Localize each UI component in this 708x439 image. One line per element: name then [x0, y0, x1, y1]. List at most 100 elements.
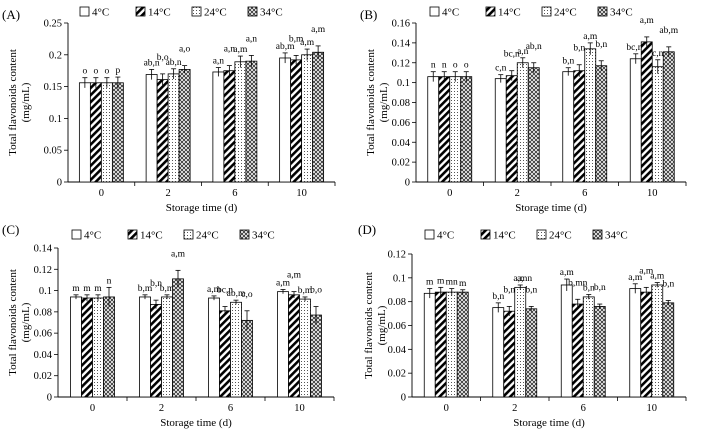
- bar: [516, 62, 529, 183]
- y-axis-label: Total flavonoids content(mg/mL): [7, 49, 32, 156]
- bar: [223, 70, 236, 183]
- significance-label: a,m: [287, 271, 302, 281]
- significance-label: c,n: [495, 64, 507, 74]
- y-tick-label: 0.16: [392, 19, 410, 30]
- bar: [629, 288, 642, 398]
- bar: [111, 82, 124, 183]
- significance-label: b,n: [662, 279, 674, 289]
- panel-label: (B): [360, 7, 377, 22]
- y-tick-label: 0.12: [34, 265, 52, 276]
- bar: [70, 296, 82, 398]
- bar: [651, 284, 664, 398]
- y-tick-label: 0.08: [34, 307, 52, 318]
- significance-label: o: [105, 67, 110, 77]
- y-tick-label: 0.02: [392, 158, 410, 169]
- x-tick-label: 6: [582, 188, 587, 199]
- significance-label: bc,n: [504, 50, 520, 60]
- bar: [301, 54, 314, 183]
- x-tick-label: 0: [447, 188, 452, 199]
- significance-label: a,n: [213, 57, 225, 67]
- x-tick-label: 10: [647, 188, 658, 199]
- bar: [277, 291, 289, 398]
- x-tick-label: 6: [581, 403, 586, 414]
- y-tick-label: 0: [405, 178, 410, 189]
- bar: [423, 292, 436, 398]
- bar: [584, 48, 597, 183]
- bar: [288, 294, 300, 398]
- significance-label: b,n: [573, 44, 585, 54]
- significance-label: ab,m: [659, 26, 678, 36]
- significance-label: a,n: [224, 45, 236, 55]
- legend-entry: 34°C: [252, 230, 275, 242]
- bar: [445, 291, 458, 398]
- bar: [662, 51, 675, 183]
- legend-entry: 24°C: [554, 7, 577, 19]
- bar: [505, 75, 518, 183]
- legend-swatch: [480, 229, 491, 240]
- x-tick-label: 0: [99, 188, 104, 199]
- bar: [595, 65, 608, 183]
- y-tick-label: 0.12: [388, 250, 406, 261]
- bar: [279, 57, 292, 183]
- significance-label: a,m: [583, 32, 598, 42]
- significance-label: b,m: [138, 284, 153, 294]
- x-tick-label: 2: [515, 188, 520, 199]
- legend-entry: 14°C: [140, 230, 163, 242]
- bar: [503, 310, 516, 398]
- bar: [103, 296, 115, 398]
- bar: [492, 307, 505, 398]
- y-tick-label: 0.06: [34, 329, 52, 340]
- legend-swatch: [541, 6, 552, 17]
- panel-label: (A): [2, 7, 20, 22]
- bar: [449, 76, 462, 183]
- significance-label: a,m: [276, 279, 291, 289]
- bar: [139, 296, 151, 398]
- legend-swatch: [424, 229, 435, 240]
- significance-label: b,n: [583, 284, 595, 294]
- significance-label: a,m: [628, 273, 643, 283]
- legend-swatch: [592, 229, 603, 240]
- legend-entry: 4°C: [92, 7, 109, 19]
- significance-label: c,o: [241, 290, 253, 300]
- bar: [172, 278, 184, 398]
- legend-swatch: [71, 229, 82, 240]
- x-axis-label: Storage time (d): [513, 417, 585, 429]
- legend-swatch: [135, 6, 146, 17]
- bar: [81, 297, 93, 398]
- x-tick-label: 2: [159, 403, 164, 414]
- significance-label: b,n: [525, 285, 537, 295]
- legend-swatch: [127, 229, 138, 240]
- x-tick-label: 10: [294, 403, 305, 414]
- bar: [212, 71, 225, 183]
- panel-a: (A) 4°C 14°C 24°C 34°C 0 0.05 0.1 0.15 0.2 0.25 Tot…: [2, 6, 336, 214]
- y-tick-label: 0.2: [49, 50, 62, 61]
- bar: [593, 306, 606, 398]
- significance-label: a,m: [233, 45, 248, 55]
- bar: [640, 41, 653, 183]
- x-tick-label: 2: [512, 403, 517, 414]
- significance-label: a,m: [300, 38, 315, 48]
- bar: [629, 58, 642, 183]
- significance-label: b,n: [594, 283, 606, 293]
- legend-entry: 14°C: [493, 230, 516, 242]
- significance-label: o: [464, 61, 469, 71]
- legend-swatch: [485, 6, 496, 17]
- significance-label: b,n: [150, 279, 162, 289]
- y-axis-label: Total flavonoids content(mg/mL): [7, 269, 32, 376]
- bar: [434, 291, 447, 398]
- y-tick-label: 0: [47, 393, 52, 404]
- bar: [525, 308, 538, 398]
- legend-entry: 14°C: [498, 7, 521, 19]
- bar: [312, 51, 325, 183]
- y-tick-label: 0.14: [392, 38, 411, 49]
- legend-swatch: [597, 6, 608, 17]
- legend-swatch: [79, 6, 90, 17]
- significance-label: b,o: [157, 53, 169, 63]
- x-tick-label: 6: [228, 403, 233, 414]
- significance-label: m: [459, 279, 467, 289]
- bar: [178, 69, 191, 183]
- y-axis-label: Total flavonoids content(mg/mL): [363, 272, 388, 379]
- bar: [156, 79, 169, 183]
- bar: [219, 310, 231, 398]
- y-tick-label: 0.1: [397, 78, 410, 89]
